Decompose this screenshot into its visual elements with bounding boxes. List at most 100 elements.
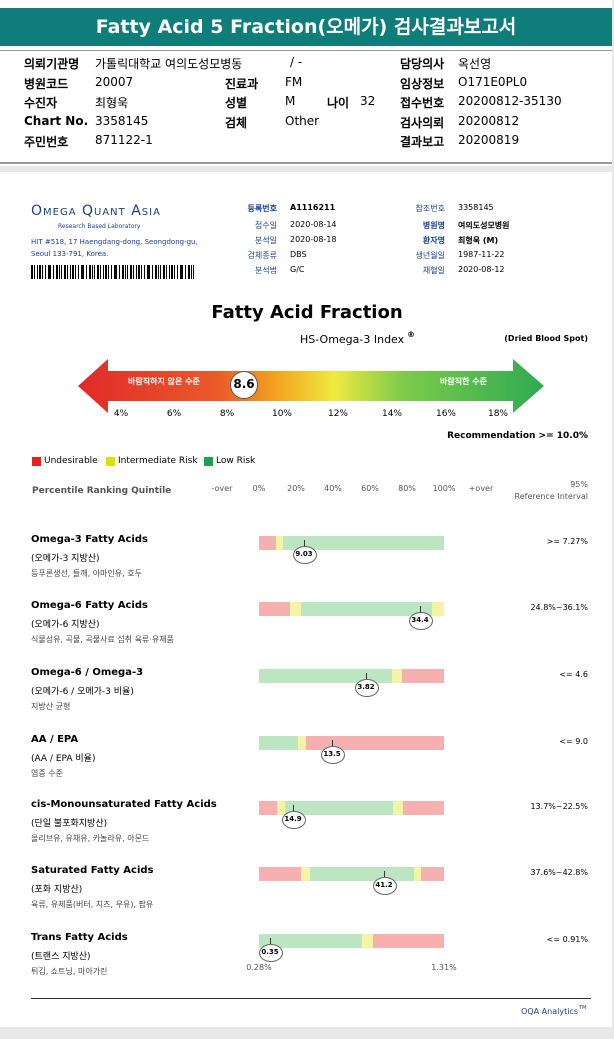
row-foods: 지방산 균형 — [31, 701, 71, 711]
info-value: 최형욱 (M) — [458, 235, 499, 245]
field-label: 나이 — [327, 96, 350, 111]
percentile-tick: +over — [468, 483, 494, 493]
barcode — [163, 265, 165, 279]
range-segment — [298, 736, 306, 750]
range-segment — [421, 867, 444, 881]
barcode — [190, 265, 192, 279]
info-label: 분석법 — [254, 265, 277, 275]
value-marker — [259, 944, 283, 962]
field-value: FM — [285, 75, 303, 90]
legend-label: Low Risk — [216, 456, 256, 467]
value-marker — [409, 612, 433, 630]
row-korean: (단일 불포화지방산) — [31, 819, 108, 830]
barcode — [193, 265, 195, 279]
field-label: 진료과 — [225, 77, 259, 92]
row-value: 41.2 — [375, 881, 393, 890]
field-label: 임상정보 — [400, 77, 445, 92]
field-value: O171E0PL0 — [458, 75, 528, 90]
barcode — [152, 265, 153, 279]
barcode — [135, 265, 137, 279]
percentile-tick: 0% — [252, 483, 266, 493]
barcode — [119, 265, 120, 279]
scale-tick: 16% — [435, 409, 456, 420]
barcode — [116, 265, 118, 279]
range-segment — [310, 867, 414, 881]
row-reference: >= 7.27% — [546, 536, 588, 546]
range-segment — [362, 934, 373, 948]
range-segment — [276, 536, 283, 550]
row-name: Trans Fatty Acids — [31, 931, 128, 943]
barcode — [47, 265, 50, 279]
index-arrow — [78, 359, 544, 413]
scale-tick: 6% — [166, 409, 182, 420]
field-value: 20200819 — [458, 133, 520, 148]
info-label: 분석일 — [254, 235, 277, 245]
row-foods: 식물성유, 곡물, 곡물사료 섭취 육류·유제품 — [31, 634, 174, 644]
info-label: 채혈일 — [422, 265, 445, 275]
field-label: 병원코드 — [24, 77, 69, 92]
value-marker — [373, 877, 397, 895]
arrow-left-label: 바람직하지 않은 수준 — [128, 376, 200, 386]
info-value: 2020-08-14 — [290, 219, 337, 229]
range-segment — [301, 602, 432, 616]
row-name: cis-Monounsaturated Fatty Acids — [31, 798, 217, 810]
row-reference: <= 4.6 — [559, 669, 588, 679]
range-segment — [290, 602, 301, 616]
barcode — [130, 265, 132, 279]
barcode — [105, 265, 108, 279]
barcode — [157, 265, 159, 279]
range-segment — [373, 934, 444, 948]
barcode — [143, 265, 145, 279]
scale-tick: 12% — [327, 409, 348, 420]
report-sheet — [0, 172, 612, 1027]
value-marker — [282, 811, 306, 829]
row-reference: 13.7%~22.5% — [530, 801, 588, 811]
field-label: 수진자 — [24, 96, 58, 111]
info-value: A1116211 — [290, 202, 336, 212]
barcode — [179, 265, 182, 279]
barcode — [113, 265, 116, 279]
row-reference: <= 9.0 — [559, 736, 588, 746]
row-name: Omega-6 Fatty Acids — [31, 599, 148, 611]
barcode — [108, 265, 109, 279]
field-label: 주민번호 — [24, 135, 69, 150]
row-korean: (트랜스 지방산) — [31, 952, 91, 963]
range-segment — [301, 867, 310, 881]
range-segment — [432, 602, 444, 616]
rule — [0, 50, 612, 51]
row-value: 0.35 — [261, 948, 279, 957]
barcode — [61, 265, 63, 279]
row-value: 9.03 — [295, 550, 313, 559]
barcode — [64, 265, 66, 279]
info-label: 생년월일 — [415, 250, 445, 260]
barcode — [55, 265, 58, 279]
field-value: 가톨릭대학교 여의도성모병동 — [95, 57, 243, 72]
barcode — [69, 265, 71, 279]
index-marker — [230, 371, 258, 399]
scale-tick: 4% — [113, 409, 129, 420]
barcode — [121, 265, 124, 279]
row-reference: 37.6%~42.8% — [530, 867, 588, 877]
legend-label: Intermediate Risk — [118, 456, 198, 467]
percentile-tick: 60% — [361, 483, 379, 493]
field-value: 20200812 — [458, 114, 520, 129]
value-pointer — [303, 540, 305, 546]
row-foods: 올리브유, 유채유, 카놀라유, 아몬드 — [31, 833, 150, 843]
percentile-label: Percentile Ranking Quintile — [32, 486, 172, 497]
value-pointer — [292, 805, 294, 811]
info-label: 참조번호 — [415, 203, 445, 213]
barcode — [50, 265, 52, 279]
barcode — [102, 265, 104, 279]
row-value: 13.5 — [323, 750, 341, 759]
index-subtitle: HS-Omega-3 Index — [300, 332, 405, 346]
title-bar — [0, 8, 612, 46]
barcode — [42, 265, 43, 279]
row-foods: 염증 수준 — [31, 768, 63, 778]
barcode — [80, 265, 83, 279]
barcode — [182, 265, 184, 279]
barcode — [99, 265, 101, 279]
row-korean: (오메가-6 지방산) — [31, 620, 100, 631]
field-value: 3358145 — [95, 114, 149, 129]
row-name: Omega-6 / Omega-3 — [31, 666, 144, 678]
